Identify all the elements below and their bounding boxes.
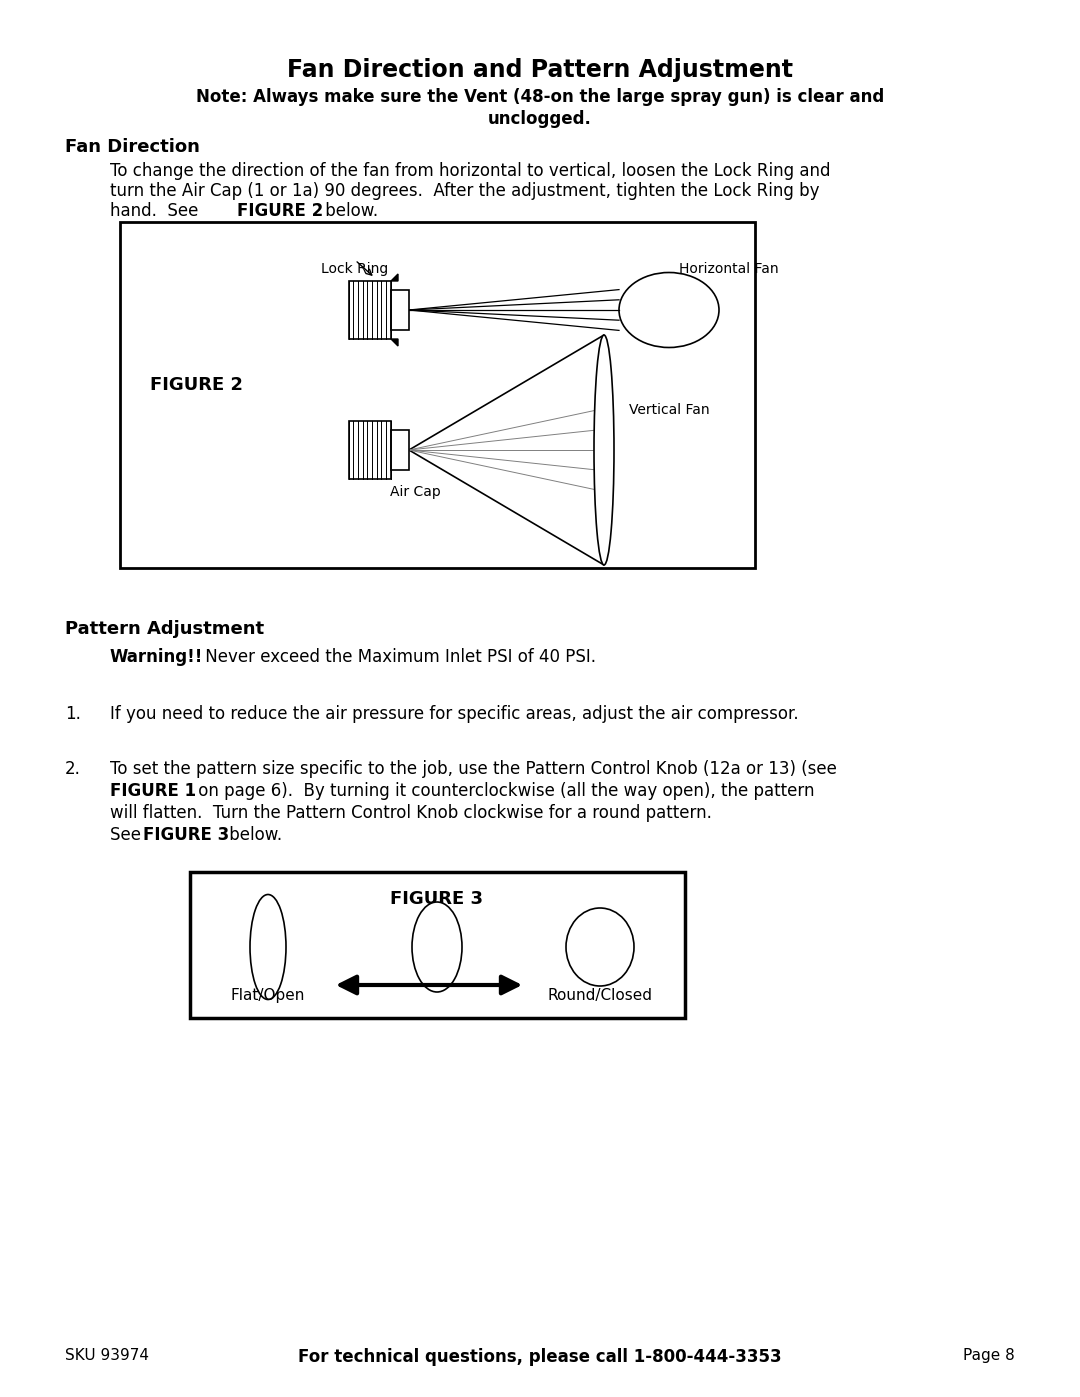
- Text: Vertical Fan: Vertical Fan: [629, 402, 710, 416]
- Bar: [391, 291, 409, 330]
- Text: Page 8: Page 8: [963, 1348, 1015, 1363]
- Text: on page 6).  By turning it counterclockwise (all the way open), the pattern: on page 6). By turning it counterclockwi…: [193, 782, 814, 800]
- Text: For technical questions, please call 1-800-444-3353: For technical questions, please call 1-8…: [298, 1348, 782, 1366]
- Text: Flat/Open: Flat/Open: [231, 988, 306, 1003]
- Ellipse shape: [411, 902, 462, 992]
- Text: If you need to reduce the air pressure for specific areas, adjust the air compre: If you need to reduce the air pressure f…: [110, 705, 798, 724]
- Polygon shape: [391, 339, 399, 346]
- Polygon shape: [391, 274, 399, 281]
- Text: unclogged.: unclogged.: [488, 110, 592, 129]
- Bar: [120, 222, 755, 569]
- Text: Pattern Adjustment: Pattern Adjustment: [65, 620, 265, 638]
- Text: 2.: 2.: [65, 760, 81, 778]
- Text: Warning!!: Warning!!: [110, 648, 203, 666]
- Text: below.: below.: [224, 826, 282, 844]
- Text: Lock Ring: Lock Ring: [322, 263, 389, 277]
- Ellipse shape: [619, 272, 719, 348]
- Polygon shape: [409, 335, 604, 564]
- Text: Air Cap: Air Cap: [390, 485, 441, 499]
- Text: Never exceed the Maximum Inlet PSI of 40 PSI.: Never exceed the Maximum Inlet PSI of 40…: [200, 648, 596, 666]
- Text: Horizontal Fan: Horizontal Fan: [679, 263, 779, 277]
- Ellipse shape: [249, 894, 286, 999]
- Text: will flatten.  Turn the Pattern Control Knob clockwise for a round pattern.: will flatten. Turn the Pattern Control K…: [110, 805, 712, 821]
- Bar: [349, 281, 391, 339]
- Text: Fan Direction: Fan Direction: [65, 138, 200, 156]
- Text: FIGURE 2: FIGURE 2: [237, 203, 323, 219]
- Text: SKU 93974: SKU 93974: [65, 1348, 149, 1363]
- Text: 1.: 1.: [65, 705, 81, 724]
- Text: Fan Direction and Pattern Adjustment: Fan Direction and Pattern Adjustment: [287, 59, 793, 82]
- Bar: [391, 430, 409, 469]
- Ellipse shape: [566, 908, 634, 986]
- Text: FIGURE 1: FIGURE 1: [110, 782, 197, 800]
- Ellipse shape: [594, 335, 615, 564]
- Bar: [190, 872, 685, 1018]
- Text: FIGURE 2: FIGURE 2: [150, 376, 243, 394]
- Bar: [349, 420, 391, 479]
- Text: Round/Closed: Round/Closed: [548, 988, 652, 1003]
- Text: hand.  See: hand. See: [110, 203, 204, 219]
- Text: below.: below.: [320, 203, 378, 219]
- Text: To set the pattern size specific to the job, use the Pattern Control Knob (12a o: To set the pattern size specific to the …: [110, 760, 837, 778]
- Text: See: See: [110, 826, 146, 844]
- Text: FIGURE 3: FIGURE 3: [391, 890, 484, 908]
- Text: turn the Air Cap (1 or 1a) 90 degrees.  After the adjustment, tighten the Lock R: turn the Air Cap (1 or 1a) 90 degrees. A…: [110, 182, 820, 200]
- Text: FIGURE 3: FIGURE 3: [143, 826, 229, 844]
- Text: To change the direction of the fan from horizontal to vertical, loosen the Lock : To change the direction of the fan from …: [110, 162, 831, 180]
- Text: Note: Always make sure the Vent (48-on the large spray gun) is clear and: Note: Always make sure the Vent (48-on t…: [195, 88, 885, 106]
